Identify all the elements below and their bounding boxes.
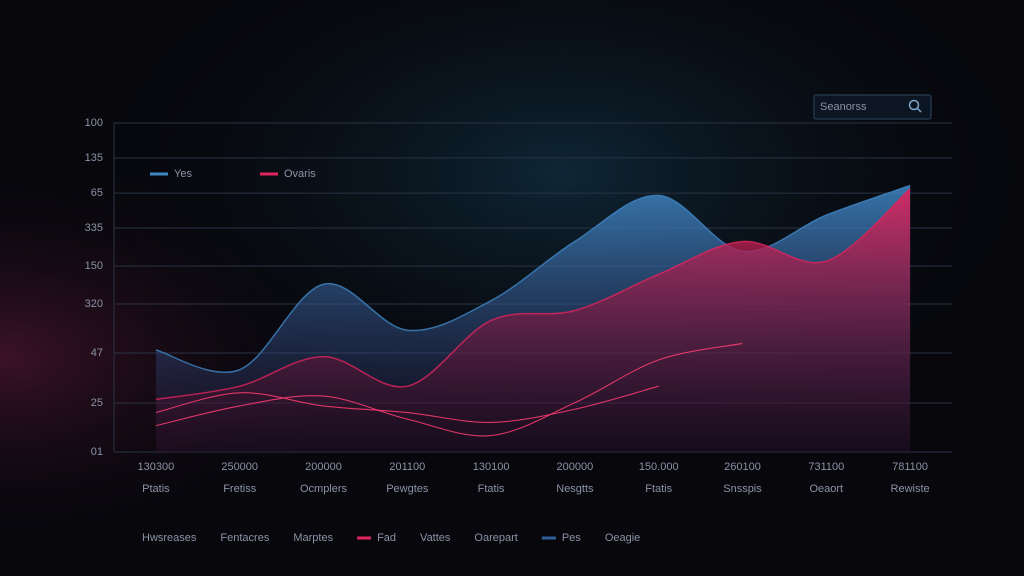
x-tick-label: Nesgtts (556, 483, 594, 495)
y-tick-label: 100 (85, 117, 103, 129)
x-tick-label: 130300 (138, 461, 175, 473)
x-tick-label: Ftatis (645, 483, 672, 495)
x-tick-label: Rewiste (891, 483, 930, 495)
x-tick-label: 781100 (892, 461, 928, 473)
footer-legend-label[interactable]: Vattes (420, 532, 451, 544)
x-tick-label: Pewgtes (386, 483, 429, 495)
legend-label: Ovaris (284, 168, 316, 180)
area-edge (155, 184, 911, 373)
x-tick-label: 260100 (724, 461, 761, 473)
line (155, 385, 659, 423)
footer-legend-label[interactable]: Hwsreases (142, 532, 197, 544)
area (155, 188, 911, 453)
footer-legend-label[interactable]: Fentacres (220, 532, 269, 544)
footer-legend-label[interactable]: Oeagie (605, 532, 640, 544)
y-tick-label: 47 (91, 347, 103, 359)
x-tick-label: 200000 (557, 461, 594, 473)
y-tick-label: 320 (85, 298, 103, 310)
footer-legend-label[interactable]: Oarepart (474, 532, 517, 544)
x-tick-label: Ptatis (142, 483, 170, 495)
x-tick-label: 130100 (473, 461, 510, 473)
line (155, 342, 743, 437)
footer-legend-label[interactable]: Pes (562, 532, 581, 544)
x-tick-label: 731100 (808, 461, 844, 473)
search-field[interactable] (813, 94, 932, 120)
legend-label: Yes (174, 168, 192, 180)
y-tick-label: 150 (85, 260, 103, 272)
y-tick-label: 01 (91, 446, 103, 458)
area-edge (155, 188, 911, 401)
footer-legend-label[interactable]: Marptes (293, 532, 333, 544)
x-tick-label: 200000 (305, 461, 342, 473)
x-tick-label: 250000 (221, 461, 258, 473)
x-tick-label: Snsspis (723, 483, 762, 495)
x-tick-label: Oeaort (809, 483, 843, 495)
footer-legend-label[interactable]: Fad (377, 532, 396, 544)
x-tick-label: Ocmplers (300, 483, 348, 495)
search-placeholder: Seanorss (820, 101, 867, 113)
y-tick-label: 25 (91, 397, 103, 409)
x-tick-label: 201100 (389, 461, 425, 473)
x-tick-label: Ftatis (478, 483, 505, 495)
y-tick-label: 335 (85, 222, 103, 234)
search-icon[interactable] (908, 99, 920, 111)
y-tick-label: 135 (85, 152, 103, 164)
search-box[interactable]: Seanorss (813, 94, 932, 120)
search-icon-handle (916, 107, 922, 113)
x-tick-label: Fretiss (223, 483, 257, 495)
x-tick-label: 150.000 (639, 461, 679, 473)
y-tick-label: 65 (91, 187, 103, 199)
